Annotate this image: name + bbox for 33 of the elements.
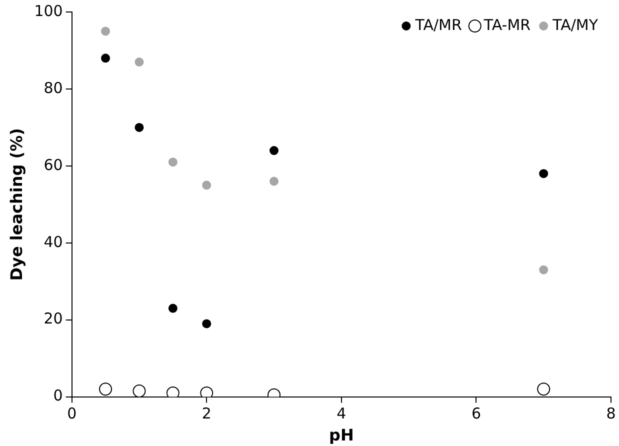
point xyxy=(99,382,112,396)
point xyxy=(202,319,212,328)
y-tick-label: 40 xyxy=(44,232,63,251)
point xyxy=(101,26,110,36)
legend-label: TA-MR xyxy=(482,16,531,34)
y-axis-title: Dye leaching (%) xyxy=(6,128,26,281)
point xyxy=(134,58,144,67)
x-axis-title: pH xyxy=(328,426,354,445)
y-tick-label: 100 xyxy=(34,2,63,20)
x-tick-label: 6 xyxy=(471,404,481,423)
point xyxy=(270,176,279,186)
point xyxy=(539,169,548,178)
point xyxy=(168,304,178,313)
point xyxy=(539,265,548,274)
point xyxy=(166,386,180,397)
point xyxy=(200,386,214,397)
point xyxy=(270,146,279,156)
point xyxy=(132,384,146,397)
point xyxy=(202,180,212,190)
x-tick-label: 0 xyxy=(67,404,77,423)
x-tick-label: 4 xyxy=(336,404,346,423)
y-tick-label: 20 xyxy=(44,310,63,328)
point xyxy=(537,382,550,396)
x-tick-label: 2 xyxy=(202,404,212,423)
y-tick-label: 0 xyxy=(53,386,63,405)
x-tick-label: 8 xyxy=(606,404,616,423)
point xyxy=(134,122,144,132)
point xyxy=(168,158,178,167)
y-tick-label: 60 xyxy=(44,156,63,174)
point xyxy=(101,54,110,63)
legend-label: TA/MY xyxy=(552,16,599,34)
y-tick-label: 80 xyxy=(44,78,63,97)
legend-label: TA/MR xyxy=(414,16,462,34)
